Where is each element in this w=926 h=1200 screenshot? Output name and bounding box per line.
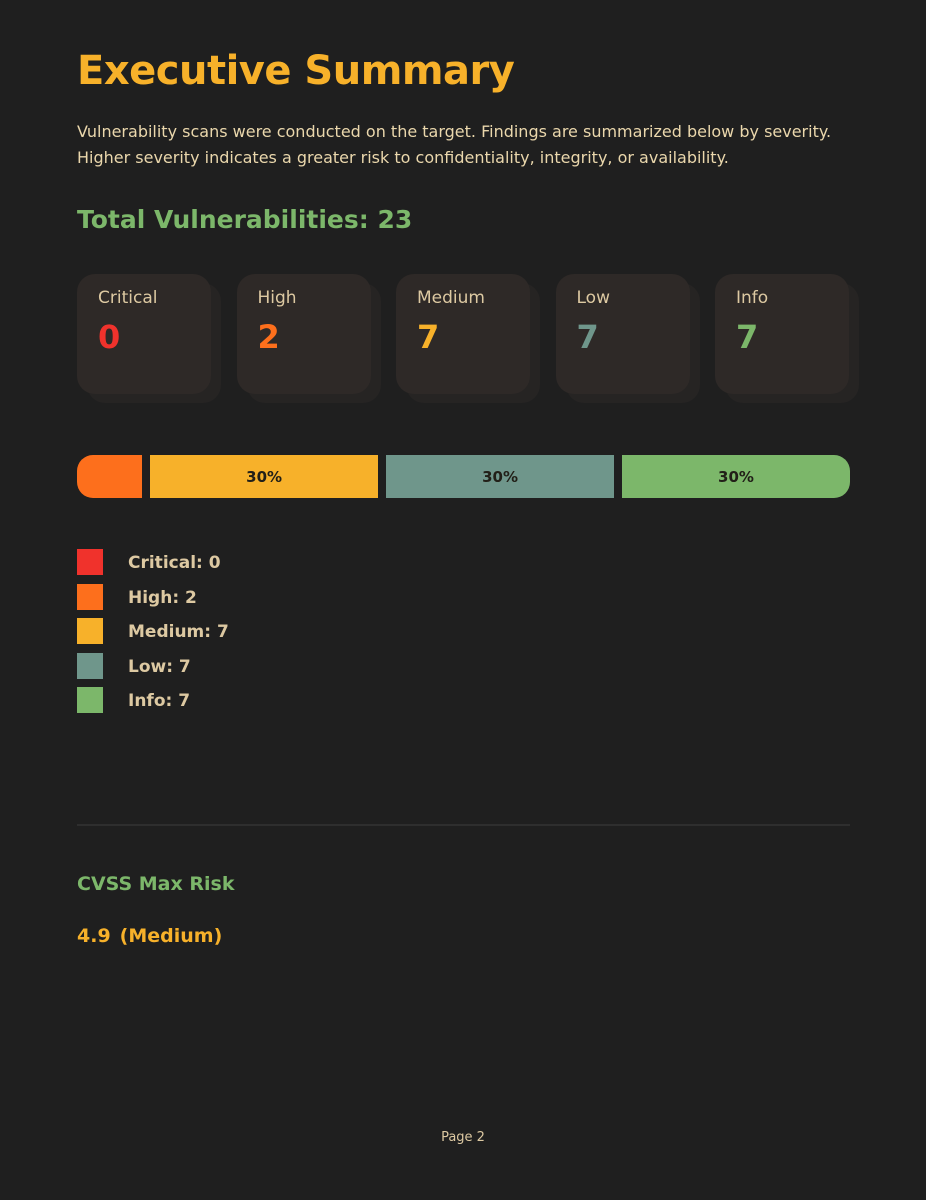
legend-label: High: 2 xyxy=(128,587,197,608)
legend-swatch xyxy=(77,687,103,713)
cvss-max-risk-label: CVSS Max Risk xyxy=(77,873,235,895)
legend-label: Medium: 7 xyxy=(128,622,229,642)
card-value: 7 xyxy=(736,318,759,356)
card-low: Low 7 xyxy=(555,274,690,394)
bar-segment-medium: 30% xyxy=(150,455,379,498)
legend-label: Info: 7 xyxy=(128,691,191,711)
card-label: Critical xyxy=(98,288,158,308)
card-value: 0 xyxy=(98,318,121,356)
cvss-max-risk-value: 4.9 (Medium) xyxy=(77,925,222,947)
card-value: 2 xyxy=(257,318,280,356)
card-label: High xyxy=(257,288,297,308)
card-info: Info 7 xyxy=(715,274,849,394)
total-vulnerabilities: Total Vulnerabilities: 23 xyxy=(77,205,413,234)
card-value: 7 xyxy=(576,318,599,356)
cvss-score: 4.9 xyxy=(77,925,111,947)
summary-paragraph: Vulnerability scans were conducted on th… xyxy=(77,122,832,167)
bar-segment-low: 30% xyxy=(386,455,615,498)
page-title: Executive Summary xyxy=(77,48,515,94)
page-number: Page 2 xyxy=(441,1130,485,1145)
cvss-rating: (Medium) xyxy=(119,925,223,947)
section-divider xyxy=(77,824,850,826)
legend-swatch xyxy=(77,618,103,644)
bar-segment-label: 30% xyxy=(246,467,283,486)
card-label: Medium xyxy=(417,288,485,308)
bar-segment-info: 30% xyxy=(622,455,850,498)
legend-label: Low: 7 xyxy=(128,656,191,677)
card-critical: Critical 0 xyxy=(77,274,211,394)
severity-cards: Critical 0 High 2 Medium 7 Low 7 Info 7 xyxy=(77,274,850,406)
severity-distribution-bar: 30% 30% 30% xyxy=(77,455,850,498)
card-high: High 2 xyxy=(236,274,371,394)
card-label: Info xyxy=(736,288,769,308)
card-value: 7 xyxy=(417,318,440,356)
legend-swatch xyxy=(77,583,103,610)
card-medium: Medium 7 xyxy=(396,274,530,394)
bar-segment-label: 30% xyxy=(482,467,518,486)
bar-segment-label: 30% xyxy=(718,467,754,486)
card-label: Low xyxy=(576,288,610,308)
legend-swatch xyxy=(77,549,103,575)
legend-swatch xyxy=(77,652,103,679)
bar-segment-high xyxy=(77,455,143,498)
legend-label: Critical: 0 xyxy=(128,553,221,573)
